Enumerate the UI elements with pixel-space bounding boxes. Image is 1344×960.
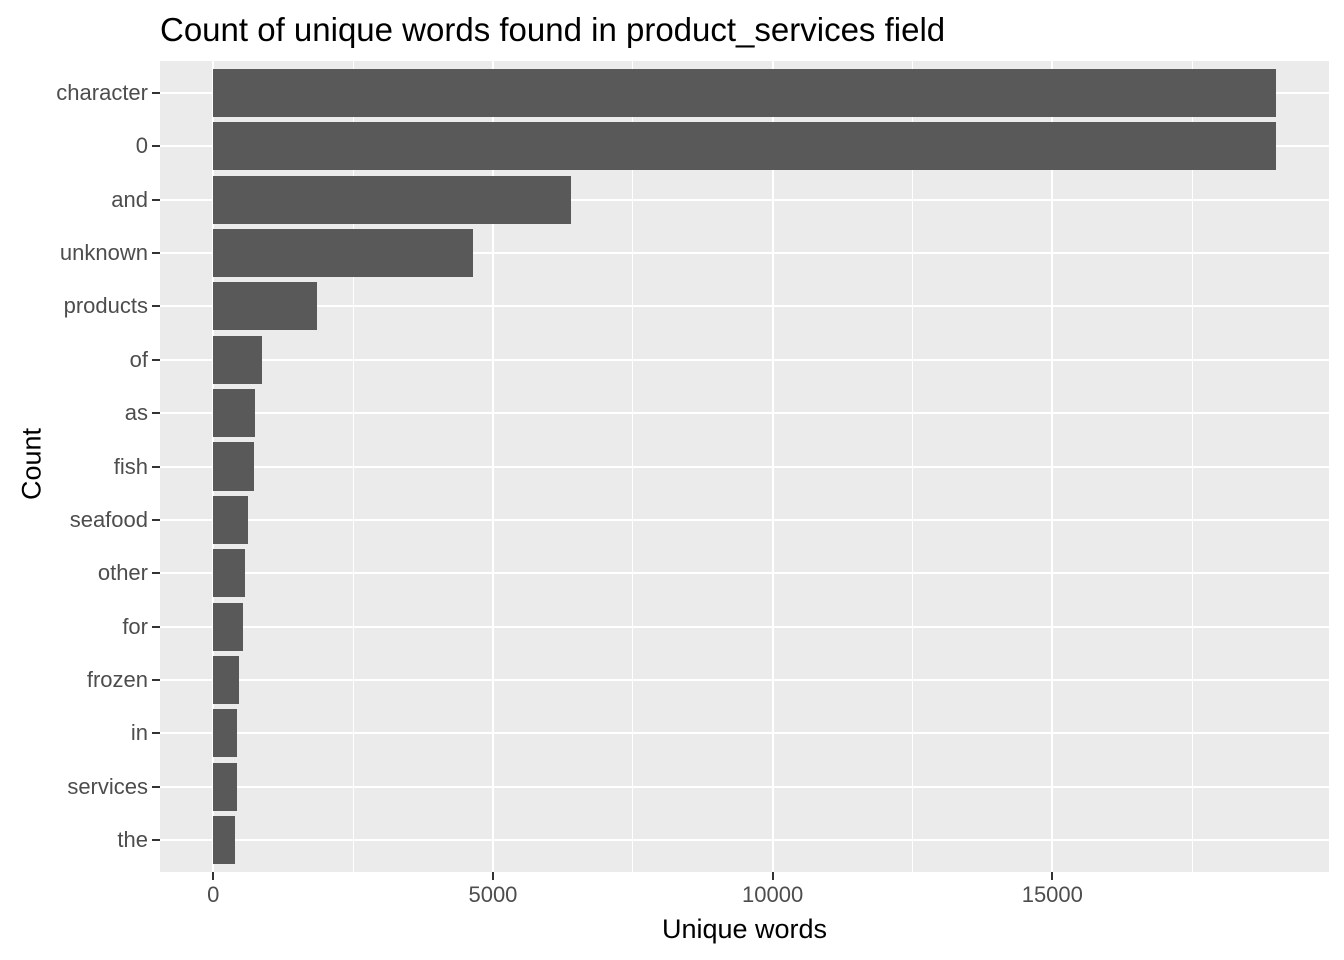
bar-services [213,762,238,811]
gridline-major-horizontal [160,625,1329,628]
y-tick-mark [152,252,160,255]
bar-for [213,602,243,651]
bar-the [213,815,235,864]
y-tick-mark [152,198,160,201]
y-tick-label: for [122,613,148,639]
y-tick-mark [152,145,160,148]
x-tick-label: 10000 [742,882,804,907]
y-tick-label: frozen [86,666,148,692]
gridline-major-horizontal [160,572,1329,575]
bar-of [213,335,262,384]
bar-as [213,389,255,438]
y-tick-label: the [117,826,148,852]
bar-in [213,709,238,758]
x-tick-label: 0 [207,882,220,907]
gridline-major-horizontal [160,358,1329,361]
bar-and [213,175,572,224]
y-tick-mark [152,518,160,521]
y-tick-mark [152,678,160,681]
gridline-major-horizontal [160,252,1329,255]
y-tick-label: of [129,346,148,372]
gridline-major-horizontal [160,465,1329,468]
plot-title: Count of unique words found in product_s… [160,11,946,48]
x-tick-mark [491,872,494,880]
bar-unknown [213,229,473,278]
bar-fish [213,442,255,491]
x-axis-title: Unique words [661,914,828,944]
gridline-major-horizontal [160,838,1329,841]
gridline-major-horizontal [160,198,1329,201]
bar-character [213,69,1277,118]
y-tick-mark [152,465,160,468]
bar-seafood [213,495,249,544]
x-tick-mark [1051,872,1054,880]
y-tick-mark [152,358,160,361]
y-tick-label: services [67,773,148,799]
y-tick-mark [152,732,160,735]
y-tick-label: 0 [135,133,148,159]
gridline-major-horizontal [160,305,1329,308]
gridline-major-horizontal [160,518,1329,521]
y-tick-mark [152,572,160,575]
x-tick-mark [771,872,774,880]
y-tick-mark [152,785,160,788]
bar-0 [213,122,1277,171]
gridline-major-horizontal [160,732,1329,735]
plot-panel [160,61,1329,872]
x-tick-label: 5000 [468,882,518,907]
y-tick-label: and [111,186,148,212]
y-tick-label: seafood [69,506,148,532]
y-tick-label: fish [113,453,148,479]
y-tick-mark [152,625,160,628]
gridline-major-horizontal [160,412,1329,415]
bar-other [213,549,245,598]
y-tick-mark [152,838,160,841]
y-tick-label: products [63,293,148,319]
y-tick-mark [152,305,160,308]
y-tick-label: character [56,80,148,105]
y-tick-label: unknown [59,240,148,266]
bar-frozen [213,655,240,704]
y-tick-label: other [97,560,148,586]
y-tick-mark [152,412,160,415]
gridline-major-horizontal [160,785,1329,788]
y-tick-label: in [130,720,148,746]
y-tick-mark [152,92,160,94]
y-tick-label: as [124,400,148,426]
x-tick-label: 15000 [1021,882,1083,907]
gridline-major-horizontal [160,678,1329,681]
x-tick-mark [212,872,215,880]
bar-products [213,282,318,331]
